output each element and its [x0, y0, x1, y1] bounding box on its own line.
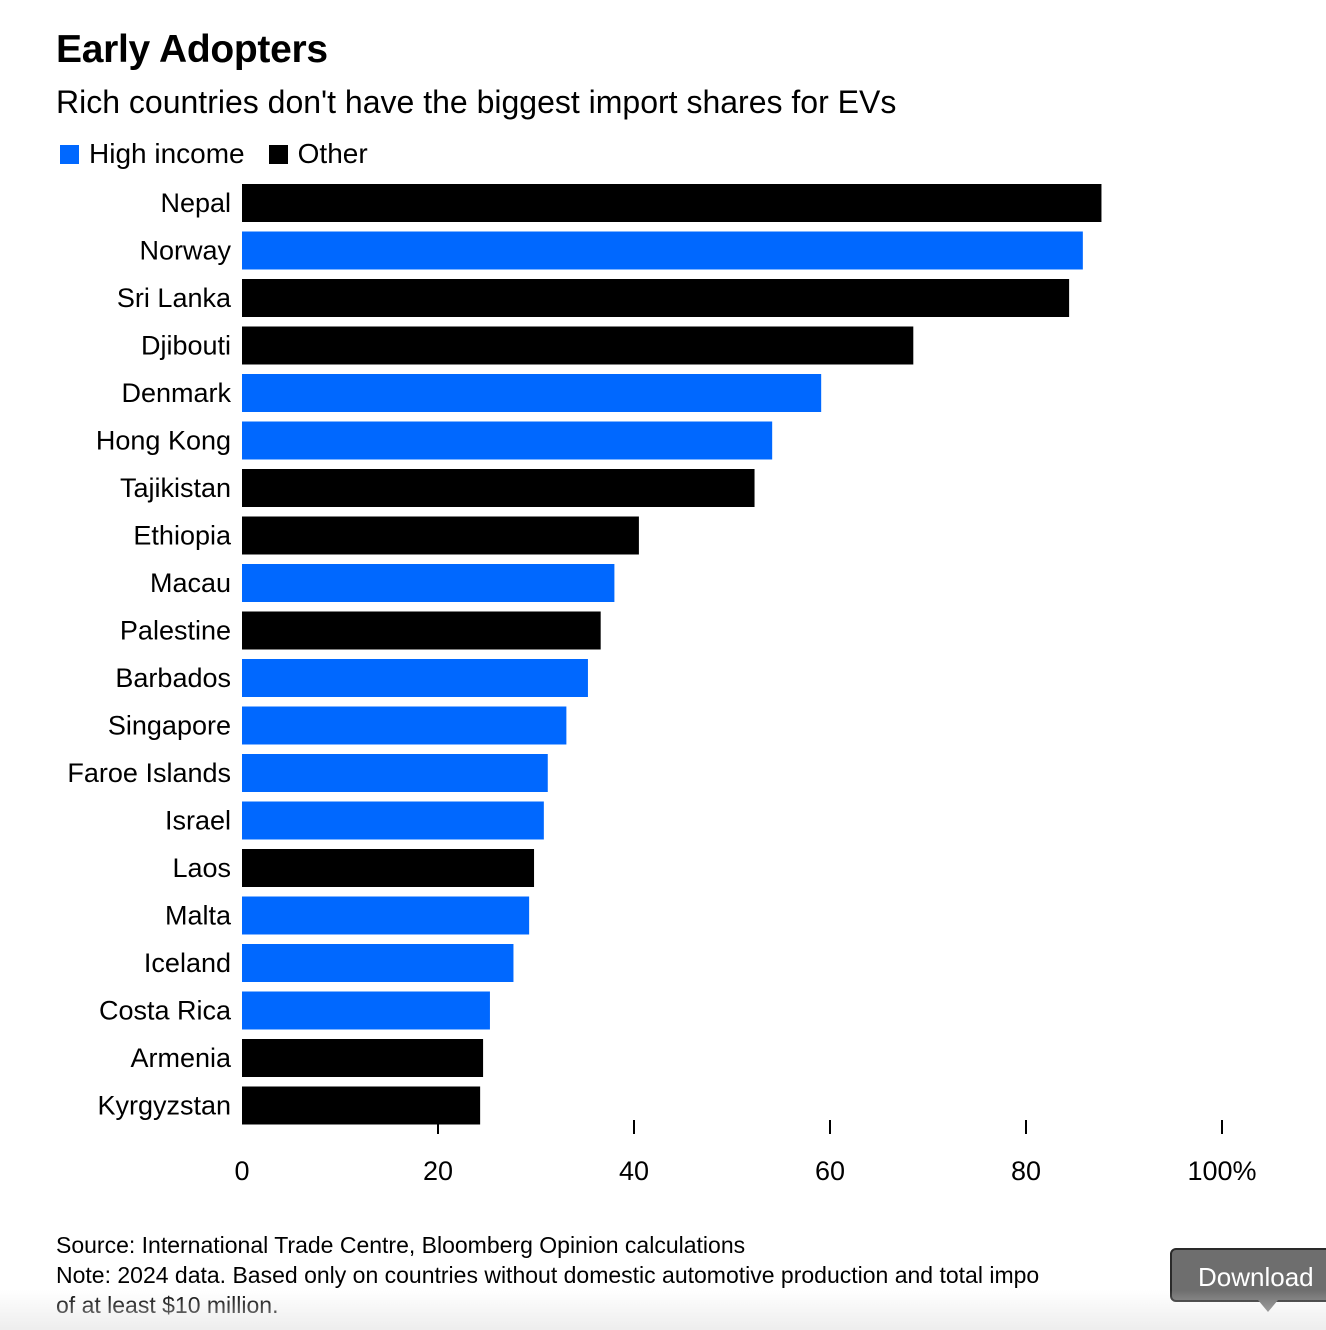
bar-norway [242, 231, 1083, 270]
bar-macau [242, 564, 615, 602]
category-label-denmark: Denmark [121, 378, 231, 408]
category-label-norway: Norway [139, 236, 231, 266]
legend-swatch-high-income [60, 144, 79, 164]
chart-footer: Source: International Trade Centre, Bloo… [56, 1230, 1176, 1320]
legend-label-high-income: High income [89, 138, 245, 169]
legend-label-other: Other [297, 138, 368, 169]
x-tick-label-100: 100% [1187, 1156, 1256, 1186]
bar-singapore [242, 706, 567, 745]
download-tooltip-arrow [1258, 1300, 1278, 1312]
bar-djibouti [242, 326, 914, 365]
bar-palestine [242, 611, 601, 650]
bar-hong-kong [242, 421, 773, 460]
x-tick-label-0: 0 [234, 1156, 249, 1186]
legend-item-other: Other [268, 138, 368, 170]
x-tick-label-20: 20 [423, 1156, 453, 1186]
category-label-laos: Laos [172, 853, 231, 883]
category-label-djibouti: Djibouti [141, 331, 231, 361]
category-label-sri-lanka: Sri Lanka [117, 283, 232, 313]
bar-barbados [242, 659, 588, 697]
bar-tajikistan [242, 469, 755, 507]
legend-item-high-income: High income [60, 138, 245, 170]
category-label-macau: Macau [150, 568, 231, 598]
bar-faroe-islands [242, 754, 548, 792]
category-label-costa-rica: Costa Rica [99, 996, 232, 1026]
bar-costa-rica [242, 991, 490, 1030]
category-label-tajikistan: Tajikistan [120, 473, 231, 503]
bar-chart: Nepal Norway Sri Lanka Djibouti Denmark Hong … [67, 184, 1257, 1186]
bar-denmark [242, 374, 822, 412]
bar-nepal [242, 184, 1102, 222]
bar-sri-lanka [242, 279, 1070, 317]
x-tick-label-80: 80 [1011, 1156, 1041, 1186]
bar-malta [242, 896, 530, 935]
category-label-armenia: Armenia [130, 1043, 232, 1073]
category-label-nepal: Nepal [160, 188, 231, 218]
bar-iceland [242, 944, 514, 982]
data-note-line2: of at least $10 million. [56, 1292, 279, 1318]
bar-armenia [242, 1039, 484, 1077]
source-note: Source: International Trade Centre, Bloo… [56, 1232, 746, 1258]
category-label-israel: Israel [165, 806, 231, 836]
x-tick-label-40: 40 [619, 1156, 649, 1186]
legend-swatch-other [268, 144, 288, 164]
category-label-iceland: Iceland [144, 948, 231, 978]
category-label-singapore: Singapore [108, 711, 231, 741]
category-label-ethiopia: Ethiopia [133, 521, 232, 551]
bar-israel [242, 801, 544, 840]
category-label-faroe-islands: Faroe Islands [67, 758, 231, 788]
data-note-line1: Note: 2024 data. Based only on countries… [56, 1262, 1040, 1288]
download-button[interactable]: Download [1170, 1248, 1326, 1302]
chart-title: Early Adopters [56, 28, 328, 71]
bar-laos [242, 849, 535, 887]
legend: High income Other [60, 138, 392, 170]
category-label-barbados: Barbados [115, 663, 231, 693]
category-label-palestine: Palestine [120, 616, 231, 646]
category-label-kyrgyzstan: Kyrgyzstan [97, 1091, 231, 1121]
category-label-hong-kong: Hong Kong [96, 426, 231, 456]
bar-kyrgyzstan [242, 1086, 481, 1125]
bar-ethiopia [242, 516, 639, 555]
x-tick-label-60: 60 [815, 1156, 845, 1186]
category-label-malta: Malta [165, 901, 232, 931]
chart-subtitle: Rich countries don't have the biggest im… [56, 84, 897, 120]
